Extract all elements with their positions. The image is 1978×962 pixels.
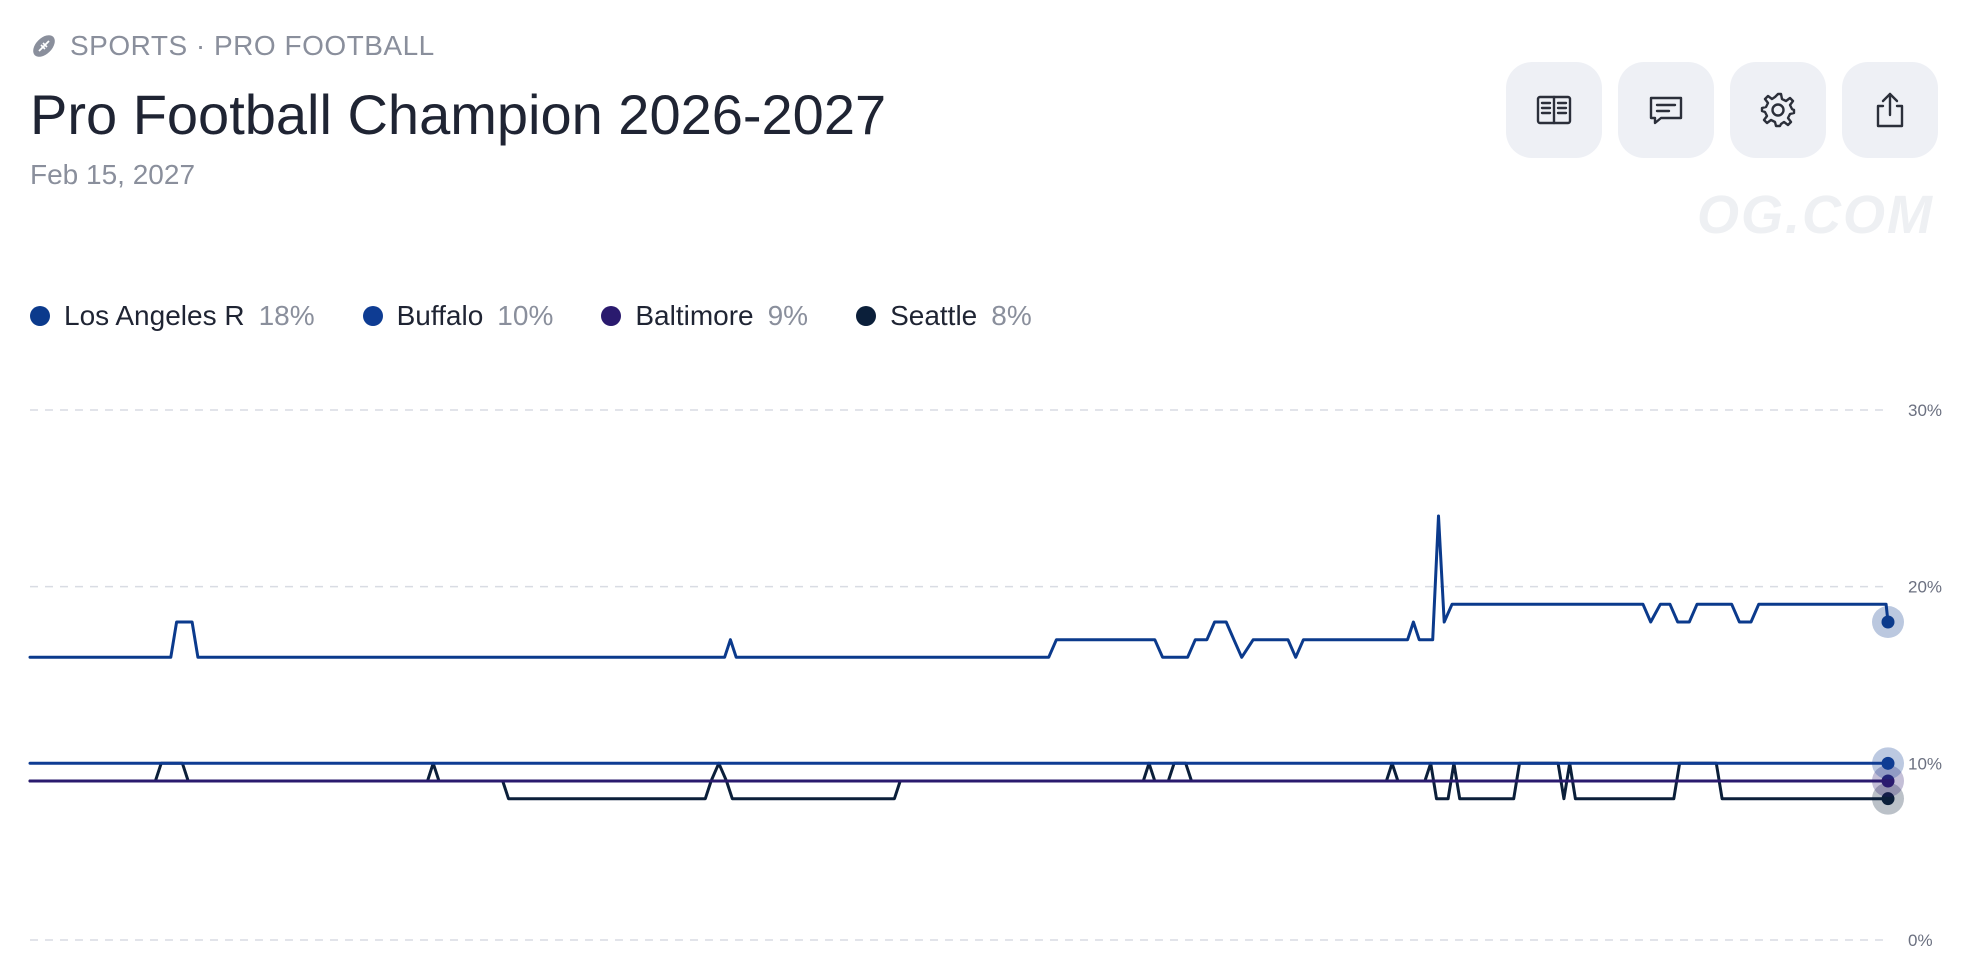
legend-value: 9% bbox=[767, 300, 809, 331]
legend-item-los-angeles[interactable]: Los Angeles R 18% bbox=[30, 300, 315, 332]
legend-dot bbox=[362, 306, 383, 326]
breadcrumb[interactable]: SPORTS · PRO FOOTBALL bbox=[30, 30, 886, 62]
end-marker bbox=[1881, 774, 1895, 788]
y-tick-label: 20% bbox=[1908, 578, 1942, 597]
rules-button[interactable] bbox=[1506, 62, 1602, 158]
legend-dot bbox=[601, 306, 622, 326]
end-marker bbox=[1881, 615, 1895, 629]
toolbar bbox=[1506, 62, 1938, 158]
end-marker bbox=[1881, 756, 1895, 770]
legend-value: 18% bbox=[258, 300, 315, 331]
date-label: Feb 15, 2027 bbox=[30, 159, 196, 190]
legend-item-baltimore[interactable]: Baltimore 9% bbox=[601, 300, 808, 332]
gear-icon bbox=[1760, 92, 1796, 128]
legend-value: 8% bbox=[991, 300, 1032, 331]
legend-dot bbox=[856, 306, 877, 326]
comment-icon bbox=[1649, 96, 1683, 125]
legend-name: Buffalo bbox=[396, 300, 484, 331]
breadcrumb-text[interactable]: SPORTS · PRO FOOTBALL bbox=[70, 30, 435, 61]
football-icon bbox=[33, 35, 55, 57]
series-line-los-angeles-r bbox=[28, 514, 1890, 659]
page-title: Pro Football Champion 2026-2027 bbox=[30, 83, 887, 146]
legend-name: Baltimore bbox=[635, 300, 754, 331]
y-tick-label: 10% bbox=[1908, 754, 1942, 773]
share-button[interactable] bbox=[1842, 62, 1938, 158]
legend-item-buffalo[interactable]: Buffalo 10% bbox=[362, 300, 554, 332]
watermark: OG.COM bbox=[1697, 185, 1934, 245]
legend-value: 10% bbox=[497, 300, 554, 331]
settings-button[interactable] bbox=[1730, 62, 1826, 158]
legend-item-seattle[interactable]: Seattle 8% bbox=[856, 300, 1032, 332]
header: SPORTS · PRO FOOTBALL Pro Football Champ… bbox=[30, 30, 886, 191]
legend-dot bbox=[30, 306, 50, 326]
comments-button[interactable] bbox=[1618, 62, 1714, 158]
y-tick-label: 30% bbox=[1908, 401, 1942, 420]
y-tick-label: 0% bbox=[1908, 931, 1933, 950]
legend-name: Seattle bbox=[890, 300, 978, 331]
legend-name: Los Angeles R bbox=[64, 300, 245, 331]
end-marker bbox=[1881, 792, 1895, 806]
share-icon bbox=[1876, 92, 1904, 128]
book-icon bbox=[1536, 95, 1572, 125]
legend: Los Angeles R 18% Buffalo 10% Baltimore … bbox=[30, 300, 1032, 332]
